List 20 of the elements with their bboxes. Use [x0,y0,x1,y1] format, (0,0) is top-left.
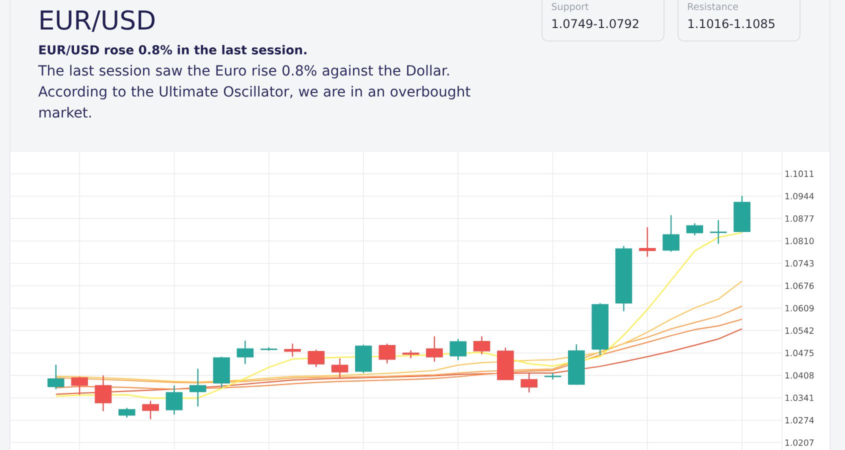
y-tick-label: 1.0542 [785,327,814,334]
text: 1.1016-1.1085 [688,19,774,28]
y-tick-label: 1.0609 [785,304,814,312]
text: Support [552,2,589,12]
y-tick-label: 1.0810 [785,238,814,244]
y-tick-label: 1.1011 [785,170,814,177]
text: Resistance [688,2,738,10]
y-tick-label: 1.0274 [785,417,814,424]
y-tick-label: 1.0408 [785,372,814,379]
y-tick-label: 1.0341 [785,394,814,402]
y-tick-label: 1.0877 [785,215,814,222]
y-tick-label: 1.0475 [785,350,814,356]
text: 1.0749-1.0792 [552,19,638,28]
y-tick-label: 1.0944 [785,192,814,200]
chart-title: EUR/USD [40,10,155,32]
chart-subtitle: EUR/USD rose 0.8% in the last session. [39,44,306,56]
y-tick-label: 1.0207 [785,439,814,446]
text: The last session saw the Euro rise 0.8% against the Dollar. According to the Ultimate Oscillator, we are in an overbought market. [38,64,470,118]
y-tick-label: 1.0676 [785,282,814,290]
y-tick-label: 1.0743 [785,260,814,267]
